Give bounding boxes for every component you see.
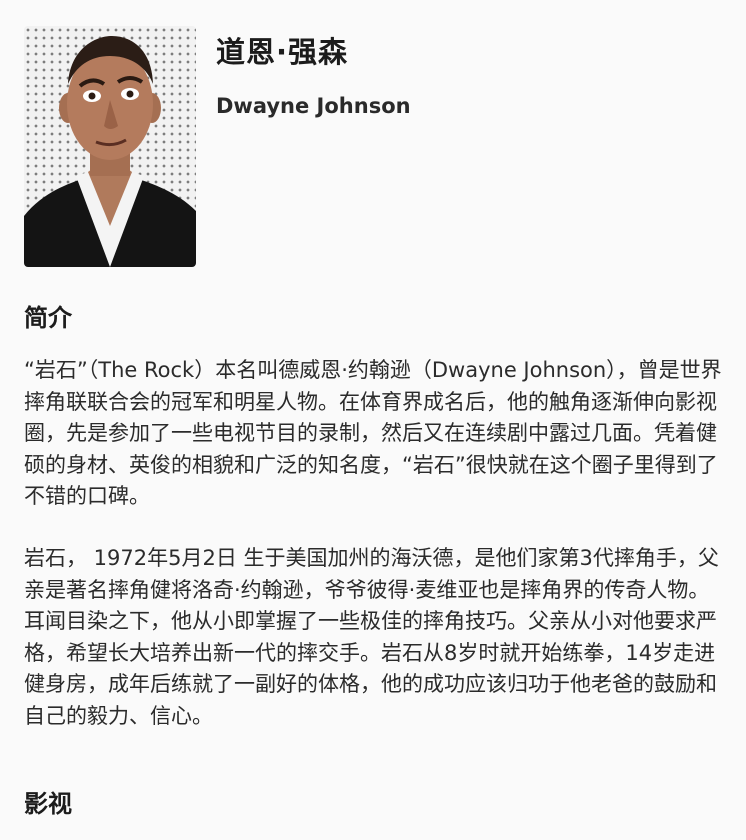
intro-paragraph-1: “岩石”（The Rock）本名叫德威恩·约翰逊（Dwayne Johnson）…	[24, 358, 722, 509]
profile-header: 道恩·强森 Dwayne Johnson	[0, 0, 746, 280]
portrait-photo-icon	[24, 36, 196, 267]
profile-name-chinese: 道恩·强森	[216, 35, 349, 69]
media-section-title: 影视	[24, 790, 72, 818]
intro-paragraph-2: 岩石， 1972年5月2日 生于美国加州的海沃德，是他们家第3代摔角手，父亲是著…	[24, 546, 719, 728]
intro-section-title: 简介	[24, 304, 72, 332]
profile-photo	[24, 26, 196, 267]
profile-name-english: Dwayne Johnson	[216, 94, 411, 118]
